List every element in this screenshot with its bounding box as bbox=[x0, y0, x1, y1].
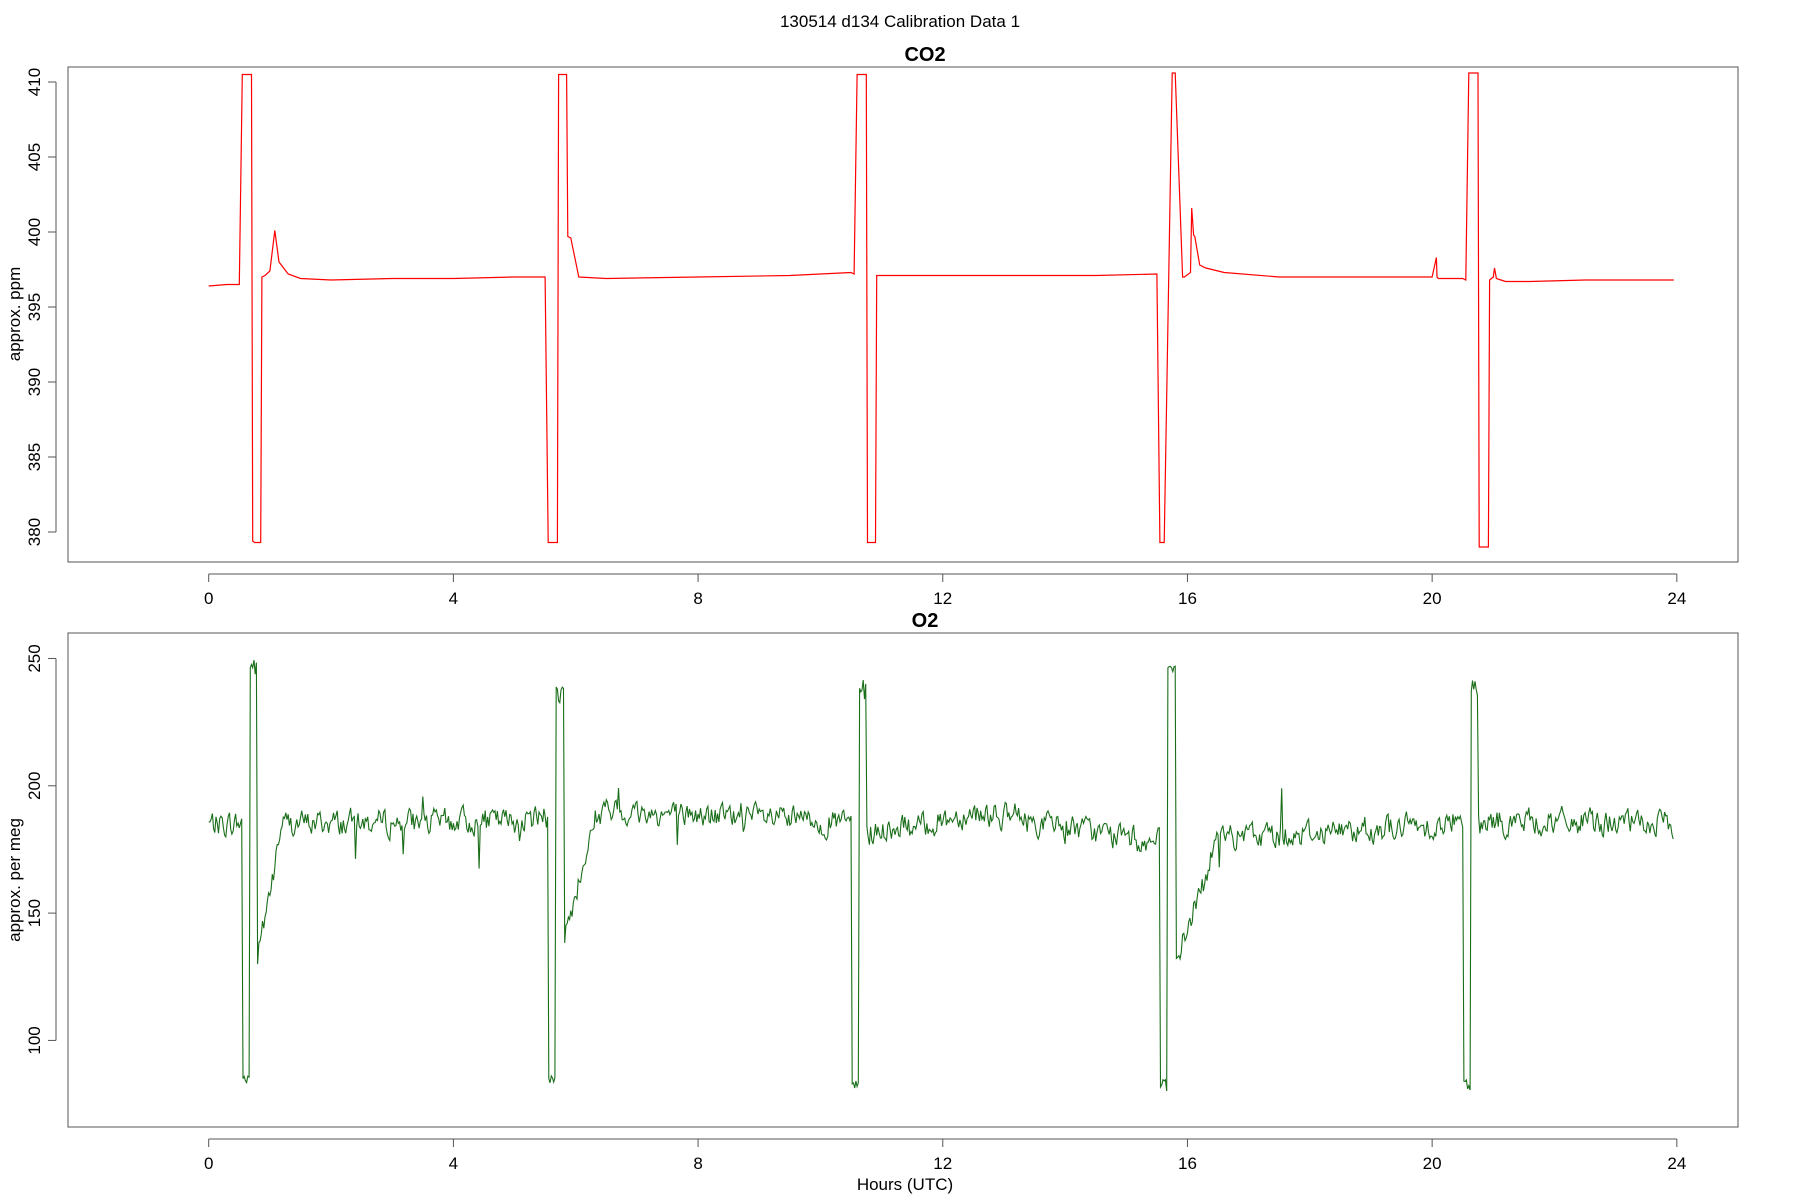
co2-y-tick-label: 380 bbox=[25, 518, 44, 546]
co2-x-tick-label: 0 bbox=[204, 589, 213, 608]
co2-y-tick-label: 400 bbox=[25, 218, 44, 246]
co2-x-tick-label: 20 bbox=[1423, 589, 1442, 608]
co2-y-tick-label: 395 bbox=[25, 293, 44, 321]
co2-y-axis: 380 385 390 395 400 405 410 bbox=[25, 68, 57, 546]
o2-plot-frame bbox=[67, 632, 1739, 1128]
o2-panel: O2 0 4 8 12 16 20 24 100 150 200 250 approx. per … bbox=[5, 610, 1739, 1173]
co2-series-line bbox=[208, 72, 1674, 548]
co2-x-tick-label: 4 bbox=[449, 589, 458, 608]
co2-y-axis-label: approx. ppm bbox=[5, 267, 24, 362]
o2-x-tick-label: 4 bbox=[449, 1154, 458, 1173]
o2-x-axis: 0 4 8 12 16 20 24 bbox=[204, 1138, 1686, 1173]
o2-x-tick-label: 0 bbox=[204, 1154, 213, 1173]
figure-x-axis-label: Hours (UTC) bbox=[857, 1175, 953, 1194]
o2-y-tick-label: 100 bbox=[25, 1026, 44, 1054]
o2-series-line bbox=[208, 660, 1674, 1092]
o2-y-axis: 100 150 200 250 bbox=[25, 644, 57, 1055]
co2-y-tick-label: 405 bbox=[25, 143, 44, 171]
o2-panel-title: O2 bbox=[912, 610, 939, 632]
co2-panel: CO2 0 4 8 12 16 20 24 380 385 390 395 400 405 410 ap… bbox=[5, 44, 1739, 608]
co2-panel-title: CO2 bbox=[904, 44, 945, 66]
o2-x-tick-label: 24 bbox=[1667, 1154, 1686, 1173]
co2-x-axis: 0 4 8 12 16 20 24 bbox=[204, 573, 1686, 608]
figure-suptitle: 130514 d134 Calibration Data 1 bbox=[780, 12, 1020, 31]
co2-y-tick-label: 410 bbox=[25, 68, 44, 96]
co2-y-tick-label: 385 bbox=[25, 443, 44, 471]
o2-x-tick-label: 12 bbox=[933, 1154, 952, 1173]
co2-x-tick-label: 24 bbox=[1667, 589, 1686, 608]
o2-y-axis-label: approx. per meg bbox=[5, 818, 24, 942]
o2-y-tick-label: 150 bbox=[25, 899, 44, 927]
co2-x-tick-label: 12 bbox=[933, 589, 952, 608]
o2-x-tick-label: 8 bbox=[693, 1154, 702, 1173]
o2-y-tick-label: 250 bbox=[25, 644, 44, 672]
o2-x-tick-label: 16 bbox=[1178, 1154, 1197, 1173]
co2-plot-frame bbox=[67, 66, 1739, 563]
o2-y-tick-label: 200 bbox=[25, 772, 44, 800]
co2-y-tick-label: 390 bbox=[25, 368, 44, 396]
o2-x-tick-label: 20 bbox=[1423, 1154, 1442, 1173]
co2-x-tick-label: 8 bbox=[693, 589, 702, 608]
co2-x-tick-label: 16 bbox=[1178, 589, 1197, 608]
